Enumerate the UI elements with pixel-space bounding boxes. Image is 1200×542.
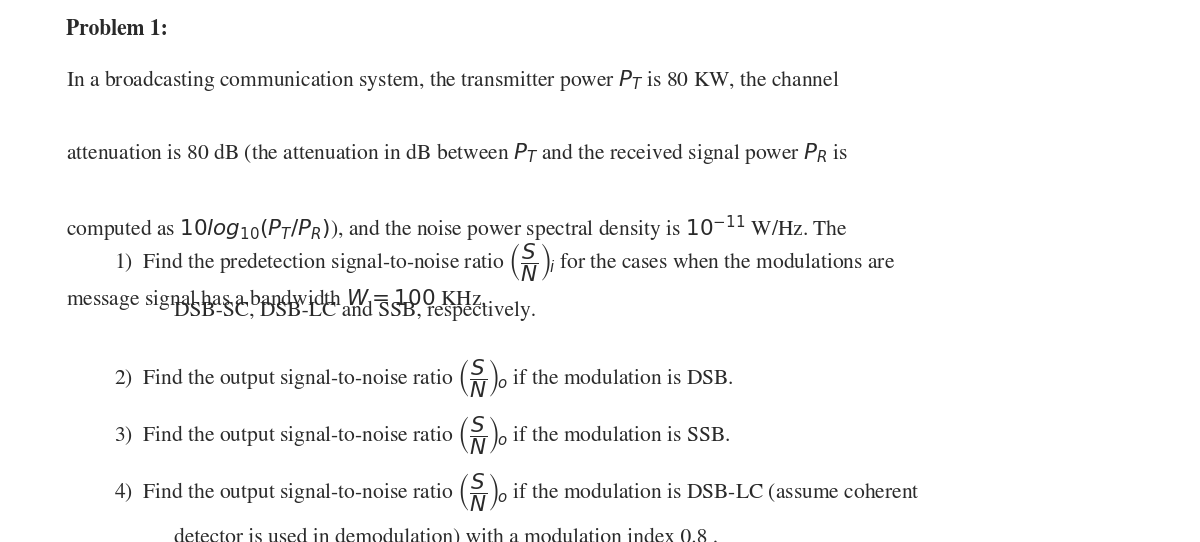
Text: 3)  Find the output signal-to-noise ratio $\left(\dfrac{S}{N}\right)_{\!o}$ if t: 3) Find the output signal-to-noise ratio… xyxy=(114,415,731,457)
Text: message signal has a bandwidth $W = 100$ KHz.: message signal has a bandwidth $W = 100$… xyxy=(66,287,486,312)
Text: attenuation is 80 dB (the attenuation in dB between $P_T$ and the received signa: attenuation is 80 dB (the attenuation in… xyxy=(66,141,848,166)
Text: detector is used in demodulation) with a modulation index 0.8 .: detector is used in demodulation) with a… xyxy=(174,528,718,542)
Text: 2)  Find the output signal-to-noise ratio $\left(\dfrac{S}{N}\right)_{\!o}$ if t: 2) Find the output signal-to-noise ratio… xyxy=(114,358,734,401)
Text: DSB-SC, DSB-LC and SSB, respectively.: DSB-SC, DSB-LC and SSB, respectively. xyxy=(174,301,536,321)
Text: 4)  Find the output signal-to-noise ratio $\left(\dfrac{S}{N}\right)_{\!o}$ if t: 4) Find the output signal-to-noise ratio… xyxy=(114,472,919,514)
Text: Problem 1:: Problem 1: xyxy=(66,19,168,40)
Text: computed as $10log_{10}(P_T/P_R)$), and the noise power spectral density is $10^: computed as $10log_{10}(P_T/P_R)$), and … xyxy=(66,214,848,244)
Text: In a broadcasting communication system, the transmitter power $P_T$ is 80 KW, th: In a broadcasting communication system, … xyxy=(66,68,840,93)
Text: 1)  Find the predetection signal-to-noise ratio $\left(\dfrac{S}{N}\right)_{\!i}: 1) Find the predetection signal-to-noise… xyxy=(114,241,895,284)
